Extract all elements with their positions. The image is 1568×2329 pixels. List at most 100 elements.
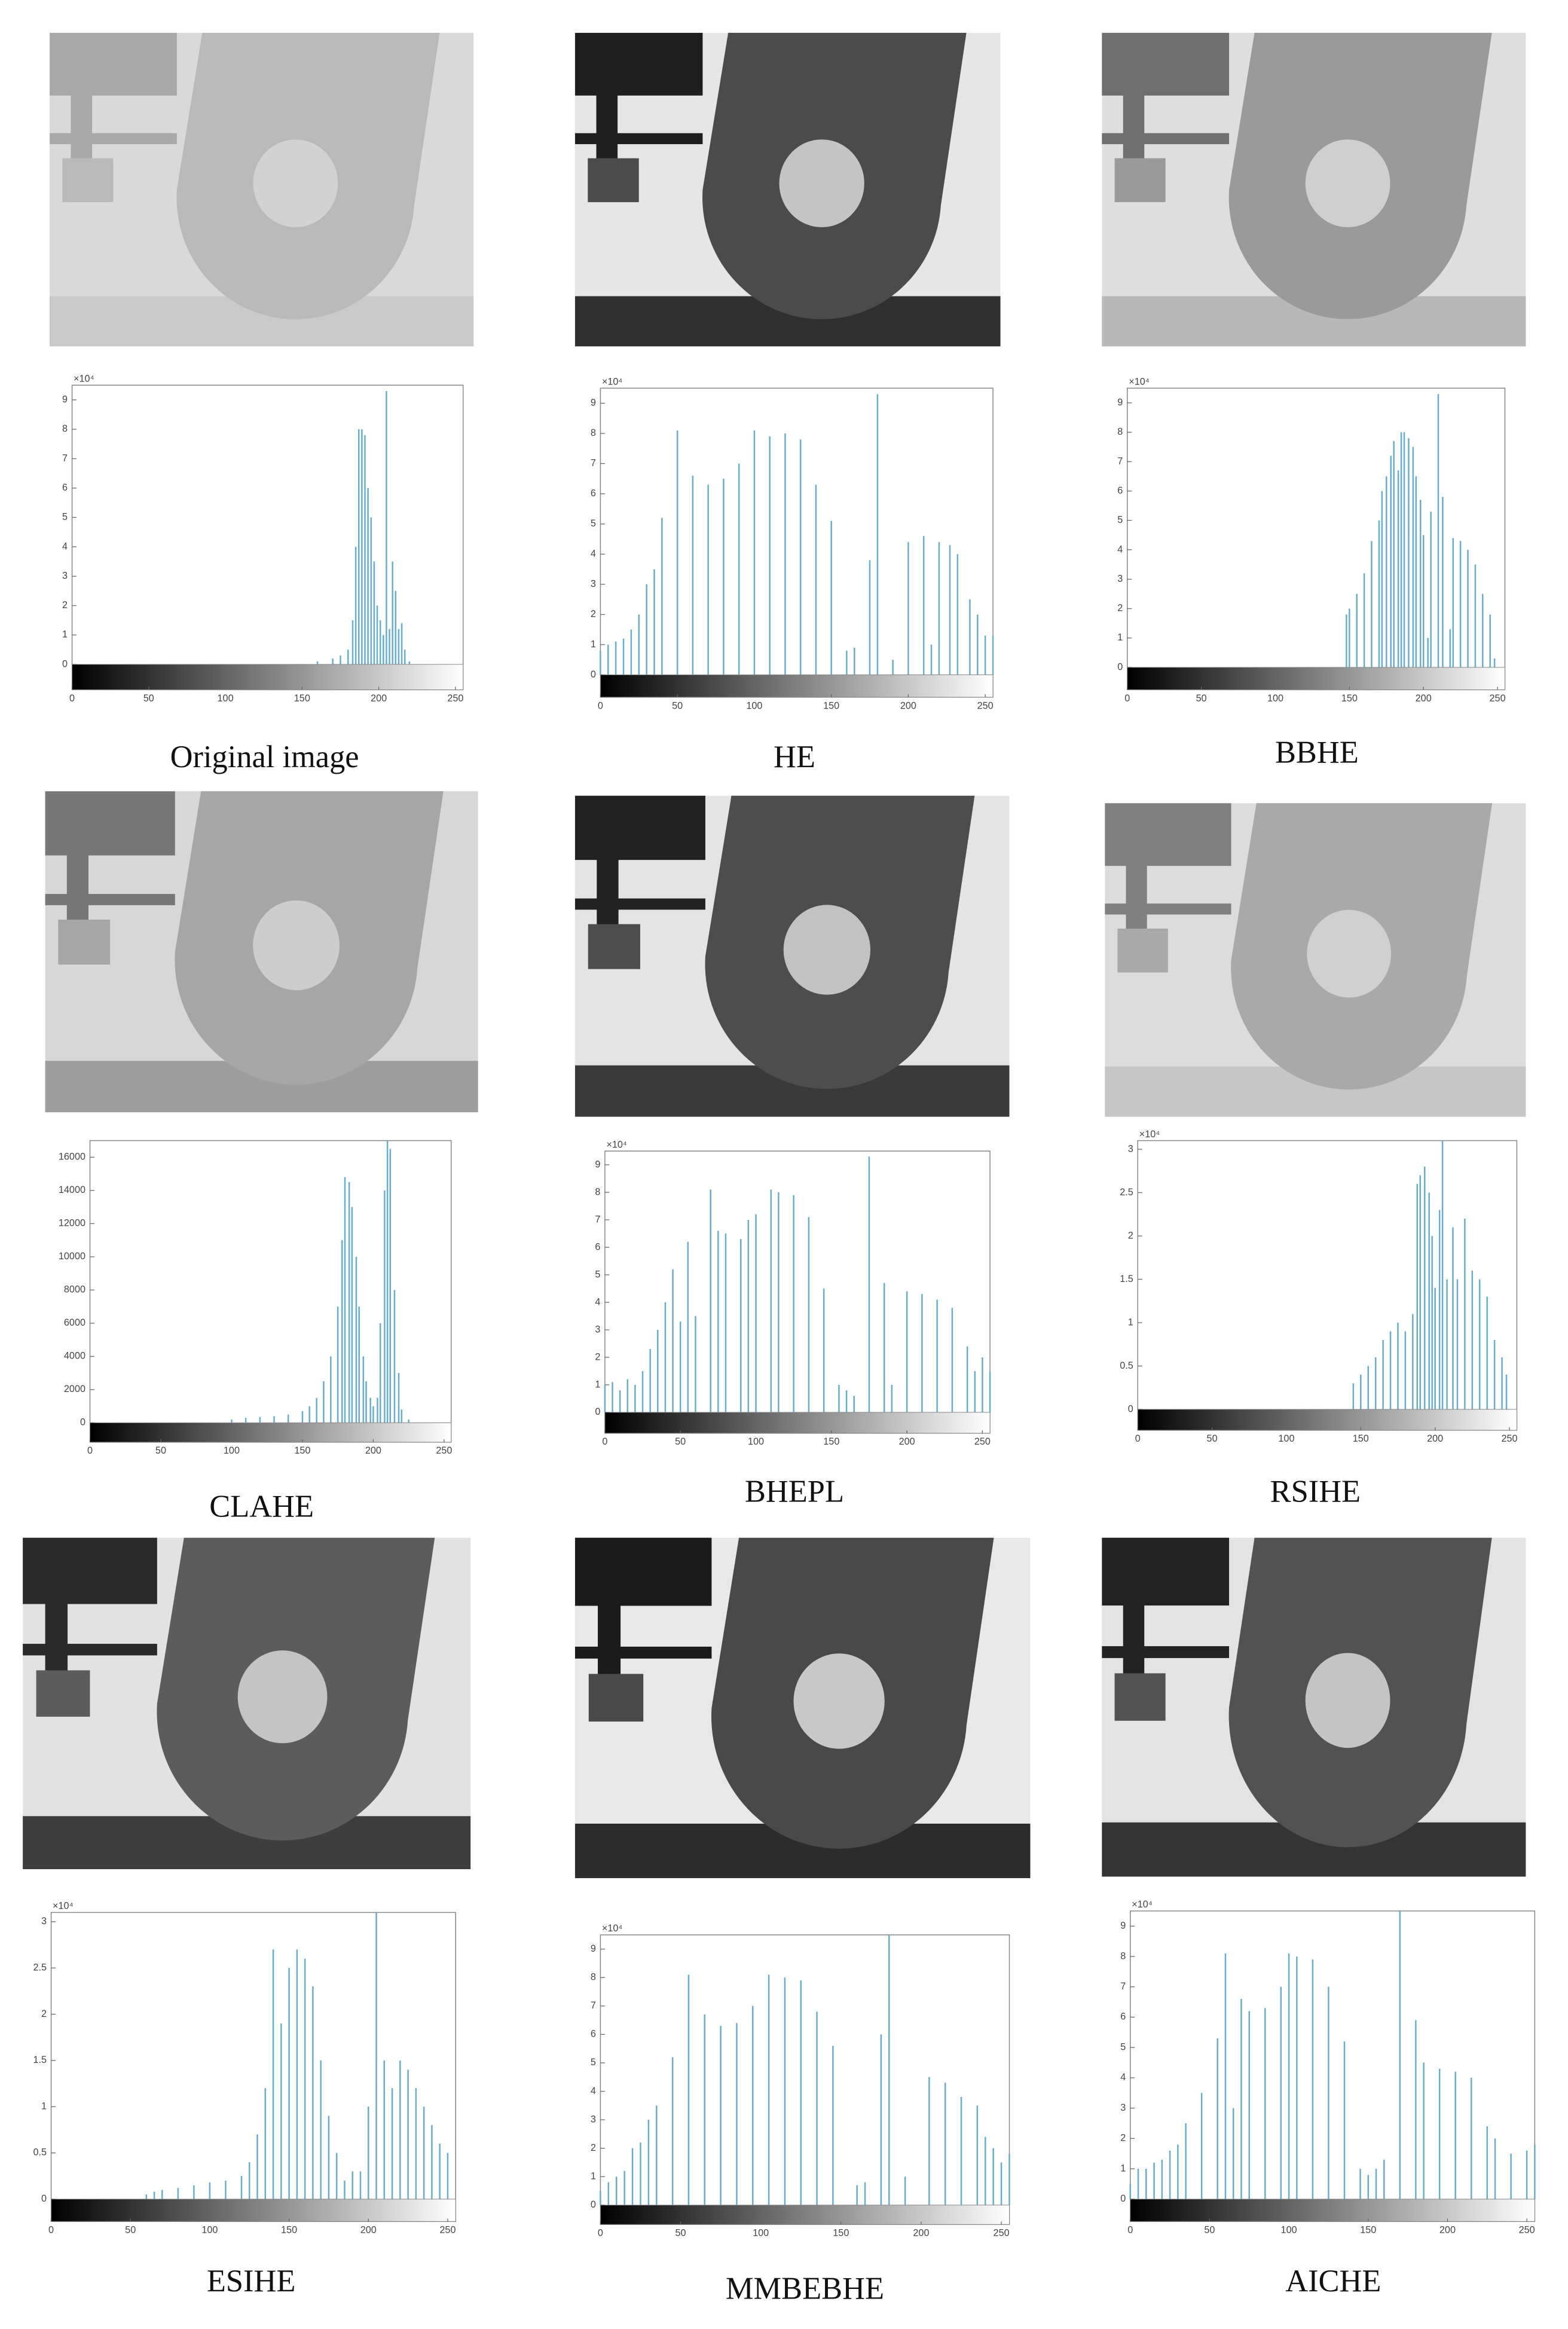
histogram-bar: [1452, 1227, 1454, 1409]
histogram-bar: [622, 638, 625, 675]
histogram-bar: [383, 2060, 386, 2199]
histogram-bar: [1489, 614, 1491, 668]
histogram-bar: [1403, 432, 1405, 668]
histogram-bar: [815, 484, 817, 675]
histogram-bar: [845, 1390, 848, 1412]
y-multiplier: ×10⁴: [602, 376, 623, 387]
histogram-bar: [415, 2088, 417, 2199]
y-tick-label: 5: [591, 2057, 596, 2068]
histogram-bar: [800, 1980, 802, 2205]
histogram-bar: [361, 429, 363, 665]
histogram-bar: [225, 2180, 227, 2199]
y-tick-label: 1.5: [33, 2055, 47, 2065]
colorbar: [1130, 2199, 1535, 2222]
histogram-bar: [1438, 2068, 1441, 2199]
histogram-bar: [600, 651, 601, 675]
x-tick-label: 200: [1416, 693, 1432, 704]
histogram-bar: [1399, 1910, 1401, 2199]
histogram-bar: [287, 1414, 289, 1423]
histogram-bar: [739, 1239, 742, 1412]
photo-bracket: [1105, 803, 1231, 866]
histogram-bar: [391, 2088, 393, 2199]
plot-frame: [50, 1912, 456, 2222]
histogram-bar: [376, 605, 378, 665]
y-tick-label: 8000: [64, 1284, 85, 1295]
y-tick-label: 7: [591, 458, 596, 469]
histogram-bar: [332, 658, 334, 665]
x-tick-label: 250: [439, 2224, 456, 2235]
histogram-bar: [153, 2191, 155, 2199]
caption: HE: [774, 740, 815, 774]
y-multiplier: ×10⁴: [74, 373, 94, 384]
y-tick-label: 10000: [59, 1251, 85, 1262]
x-tick-label: 100: [1281, 2224, 1297, 2235]
y-tick-label: 7: [1120, 1981, 1126, 1992]
x-tick-label: 100: [753, 2227, 769, 2238]
histogram-bar: [407, 2069, 409, 2199]
y-tick-label: 0: [80, 1417, 85, 1428]
y-multiplier: ×10⁴: [1132, 1899, 1153, 1910]
photo-arm: [1102, 1646, 1230, 1658]
histogram-bar: [358, 1307, 360, 1423]
histogram-bar: [1438, 1210, 1441, 1409]
histogram-bar: [854, 648, 855, 675]
histogram-bar: [1363, 573, 1365, 668]
histogram-bar: [992, 635, 994, 675]
histogram-bar: [707, 484, 709, 675]
histogram-bar: [375, 1912, 377, 2199]
histogram-bar: [1408, 438, 1410, 668]
histogram-bar: [888, 1934, 890, 2205]
x-tick-label: 0: [87, 1445, 93, 1456]
caption: AICHE: [1285, 2264, 1381, 2299]
y-tick-label: 1: [41, 2101, 47, 2111]
y-tick-label: 14000: [59, 1185, 85, 1195]
histogram-bar: [1386, 476, 1387, 668]
histogram-bar: [1378, 520, 1380, 668]
photo-block: [58, 920, 111, 965]
histogram-bar: [1161, 2159, 1163, 2199]
histogram-bar: [372, 1406, 374, 1423]
x-tick-label: 150: [294, 1445, 310, 1456]
y-tick-label: 16000: [59, 1152, 85, 1162]
x-tick-label: 0: [602, 1436, 607, 1447]
histogram-bar: [974, 1370, 976, 1412]
histogram-bar: [1412, 447, 1414, 668]
y-tick-label: 8: [1120, 1951, 1126, 1961]
histogram-bar: [641, 1370, 644, 1412]
histogram-bar: [1397, 470, 1399, 668]
photo-bracket: [1102, 32, 1230, 96]
histogram-bar: [640, 2142, 641, 2205]
colorbar: [72, 664, 464, 691]
x-tick-label: 0: [1135, 1433, 1141, 1444]
photo-hole: [253, 900, 340, 991]
histogram-bar: [256, 2134, 258, 2199]
histogram-bar: [1137, 2169, 1139, 2199]
y-tick-label: 3: [1120, 2102, 1126, 2113]
histogram-bar: [891, 1384, 893, 1412]
x-tick-label: 250: [994, 2227, 1010, 2238]
histogram-bar: [956, 554, 959, 675]
histogram-bar: [1434, 1288, 1436, 1409]
histogram-bar: [936, 1299, 938, 1412]
histogram-bar: [320, 2060, 322, 2199]
y-tick-label: 3: [1117, 573, 1123, 584]
histogram-bar: [340, 655, 341, 665]
y-multiplier: ×10⁴: [602, 1923, 623, 1934]
photo-bracket: [45, 791, 175, 856]
histogram-bar: [1412, 1314, 1414, 1409]
histogram-bar: [966, 1346, 968, 1412]
histogram-bar: [323, 1381, 325, 1423]
histogram-bar: [240, 2176, 243, 2199]
histogram-bar: [600, 2190, 601, 2205]
histogram-bar: [906, 1291, 908, 1412]
photo-block: [1114, 1673, 1166, 1721]
y-tick-label: 2: [62, 600, 68, 611]
histogram-bar: [647, 2120, 650, 2205]
histogram-bar: [280, 2023, 282, 2199]
y-tick-label: 2: [1128, 1230, 1133, 1241]
histogram-bar: [344, 2180, 346, 2199]
photo-block: [588, 1674, 644, 1722]
y-tick-label: 1: [62, 629, 68, 640]
caption: ESIHE: [207, 2264, 296, 2299]
x-tick-label: 200: [360, 2224, 377, 2235]
